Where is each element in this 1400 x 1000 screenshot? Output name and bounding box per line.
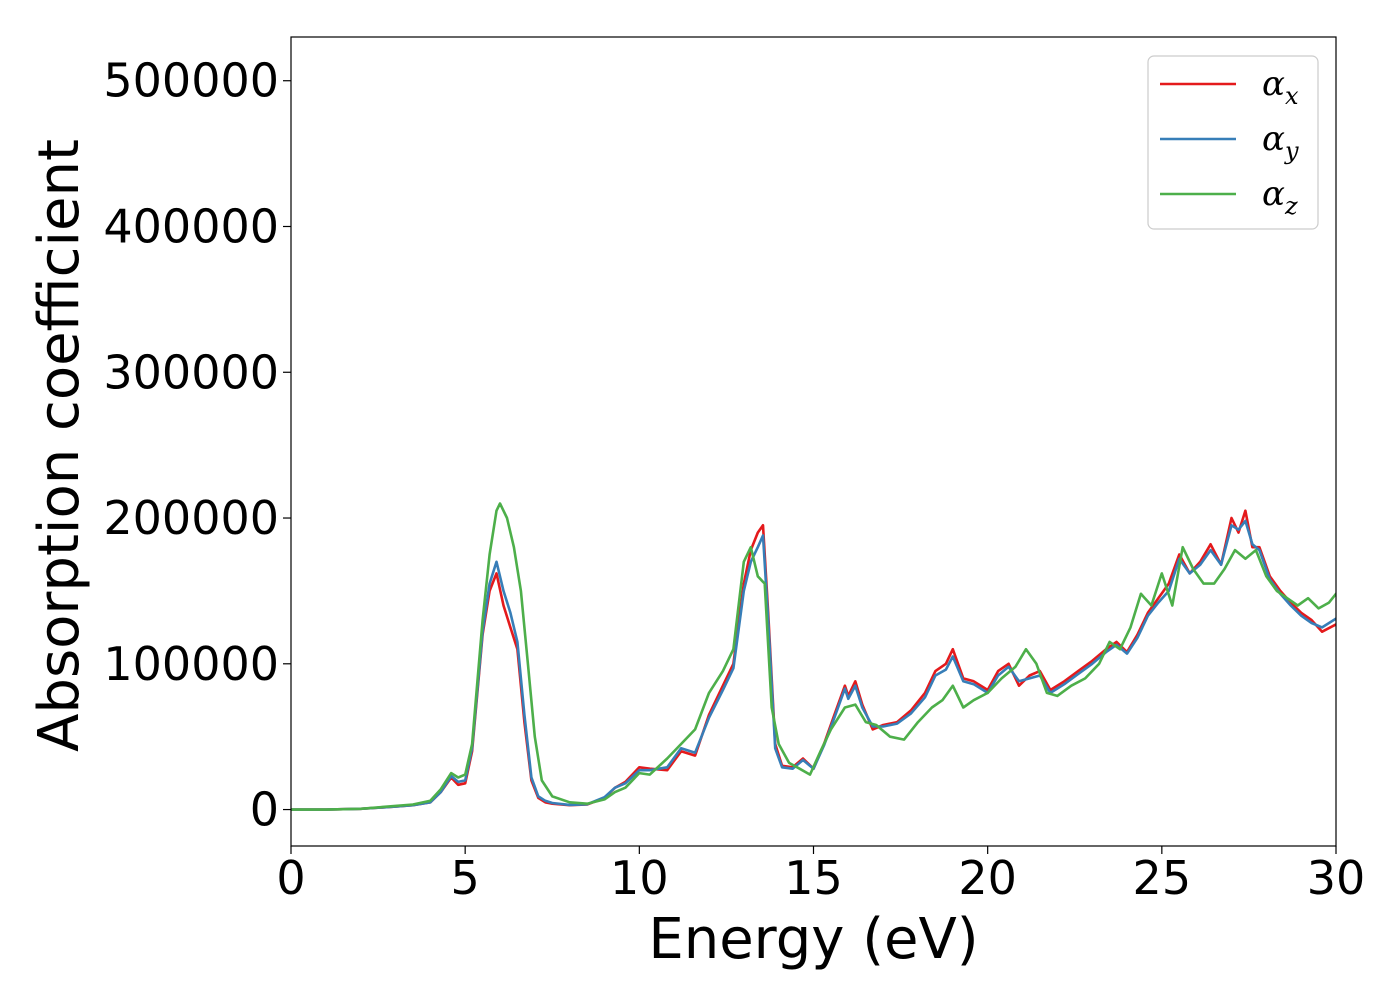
series-line-x: [291, 509, 1336, 811]
legend-label-z: αz: [1262, 174, 1298, 220]
y-tick-label: 0: [250, 783, 279, 837]
x-tick-label: 20: [958, 851, 1017, 905]
x-axis-ticks: 0 5 10 15 20 25 30: [276, 846, 1365, 905]
legend-label-y: αy: [1262, 119, 1299, 165]
y-axis-ticks: 0 100000 200000 300000 400000 500000: [103, 54, 291, 837]
x-tick-label: 0: [276, 851, 305, 905]
legend-label-x: αx: [1262, 64, 1299, 110]
x-tick-label: 5: [451, 851, 480, 905]
legend-box: [1147, 55, 1319, 230]
x-tick-label: 30: [1307, 851, 1366, 905]
y-tick-label: 400000: [103, 199, 279, 253]
x-tick-label: 25: [1133, 851, 1192, 905]
x-tick-label: 10: [610, 851, 669, 905]
y-axis-title: Absorption coefficient: [27, 139, 92, 752]
series-line-y: [291, 519, 1336, 811]
x-axis-title: Energy (eV): [648, 907, 978, 972]
plot-lines: [291, 502, 1336, 811]
series-line-z: [291, 502, 1336, 811]
x-tick-label: 15: [784, 851, 843, 905]
y-tick-label: 200000: [103, 491, 279, 545]
y-tick-label: 100000: [103, 637, 279, 691]
legend: αx αy αz: [1147, 55, 1319, 230]
y-tick-label: 500000: [103, 54, 279, 108]
y-tick-label: 300000: [103, 345, 279, 399]
